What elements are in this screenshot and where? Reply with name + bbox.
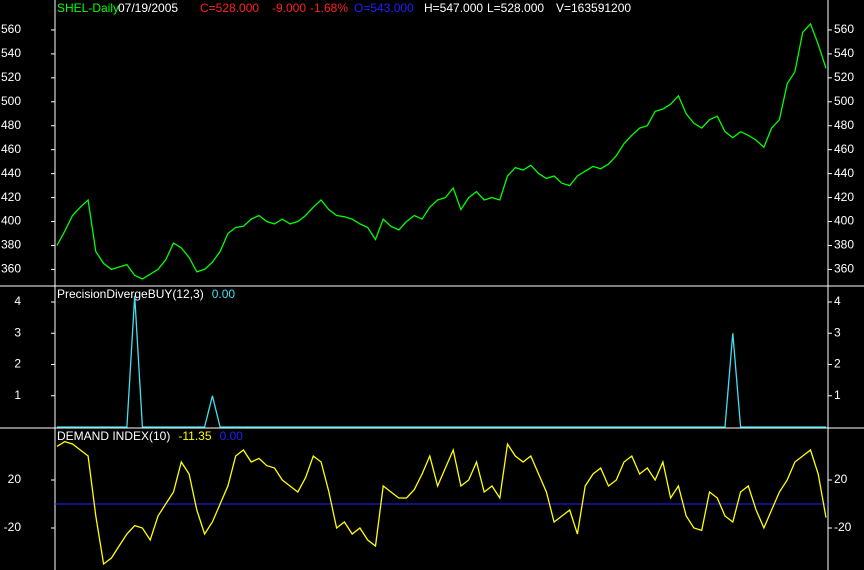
y-tick-label: 500 <box>1 94 21 108</box>
last-value-label: 0.00 <box>212 287 236 301</box>
series-line <box>56 440 827 566</box>
y-tick-label: 20 <box>8 472 22 486</box>
chart-title: SHEL-Daily <box>57 1 119 15</box>
quote-info: -9.000 <box>272 1 306 15</box>
y-tick-label: 480 <box>834 118 854 132</box>
quote-info: H=547.000 <box>424 1 483 15</box>
y-tick-label: 20 <box>834 472 848 486</box>
quote-info: L=528.000 <box>487 1 544 15</box>
y-tick-label: 3 <box>14 325 21 339</box>
y-tick-label: 460 <box>1 142 21 156</box>
y-tick-label: 400 <box>1 214 21 228</box>
y-tick-label: 540 <box>1 46 21 60</box>
y-tick-label: 420 <box>1 190 21 204</box>
quote-info: V=163591200 <box>556 1 631 15</box>
y-tick-label: 520 <box>834 70 854 84</box>
y-tick-label: 540 <box>834 46 854 60</box>
y-tick-label: 400 <box>834 214 854 228</box>
pane-title: DEMAND INDEX(10) <box>57 429 170 443</box>
y-tick-label: 560 <box>1 22 21 36</box>
series-line <box>56 22 827 280</box>
y-tick-label: 440 <box>1 166 21 180</box>
last-value-label: -11.35 <box>178 429 211 443</box>
y-tick-label: -20 <box>834 520 852 534</box>
y-tick-label: 480 <box>1 118 21 132</box>
y-tick-label: 360 <box>834 262 854 276</box>
y-tick-label: -20 <box>4 520 22 534</box>
reference-label: 0.00 <box>220 429 244 443</box>
y-tick-label: 520 <box>1 70 21 84</box>
y-tick-label: 460 <box>834 142 854 156</box>
y-tick-label: 420 <box>834 190 854 204</box>
y-tick-label: 1 <box>14 388 21 402</box>
quote-info: -1.68% <box>310 1 348 15</box>
y-tick-label: 440 <box>834 166 854 180</box>
quote-info: C=528.000 <box>200 1 259 15</box>
y-tick-label: 4 <box>834 294 841 308</box>
date: 07/19/2005 <box>118 1 178 15</box>
y-tick-label: 1 <box>834 388 841 402</box>
y-tick-label: 560 <box>834 22 854 36</box>
pane-title: PrecisionDivergeBUY(12,3) <box>57 287 204 301</box>
series-line <box>57 295 826 428</box>
y-tick-label: 3 <box>834 325 841 339</box>
y-tick-label: 2 <box>834 357 841 371</box>
y-tick-label: 380 <box>834 238 854 252</box>
y-tick-label: 4 <box>14 294 21 308</box>
quote-info: O=543.000 <box>354 1 414 15</box>
y-tick-label: 500 <box>834 94 854 108</box>
y-tick-label: 380 <box>1 238 21 252</box>
y-tick-label: 360 <box>1 262 21 276</box>
y-tick-label: 2 <box>14 357 21 371</box>
